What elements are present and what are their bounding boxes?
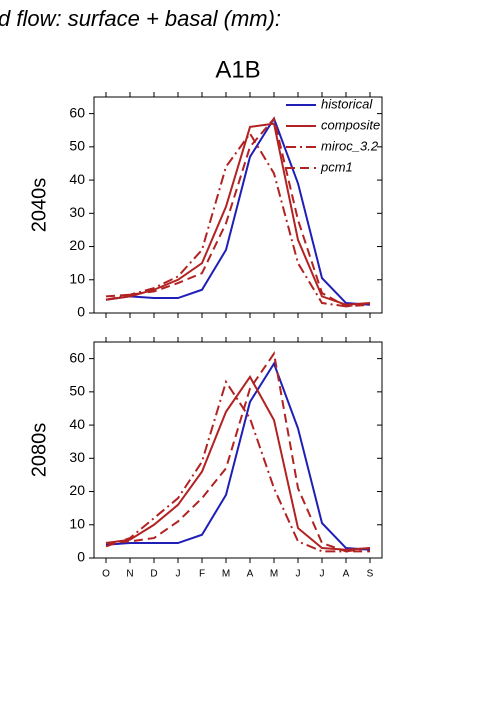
y-tick-label: 60 — [69, 104, 85, 120]
y-axis-label: 2040s — [28, 178, 50, 233]
x-tick-label: J — [320, 569, 325, 580]
x-tick-label: N — [126, 569, 133, 580]
series-line — [105, 374, 371, 551]
y-tick-label: 10 — [69, 515, 85, 531]
y-tick-label: 40 — [69, 416, 85, 432]
plot-frame — [93, 96, 383, 314]
y-tick-label: 50 — [69, 138, 85, 154]
series-line — [105, 116, 371, 308]
series-line — [105, 116, 371, 306]
series-line — [105, 351, 370, 553]
y-tick-label: 20 — [69, 482, 85, 498]
x-tick-label: J — [176, 569, 181, 580]
y-tick-label: 40 — [69, 171, 85, 187]
series-line — [105, 379, 371, 553]
plot-frame — [93, 341, 383, 559]
series-line — [105, 361, 371, 551]
series-line — [105, 122, 371, 306]
y-tick-label: 30 — [69, 204, 85, 220]
y-tick-label: 30 — [69, 449, 85, 465]
legend-label: miroc_3.2 — [321, 138, 379, 153]
x-tick-label: J — [296, 569, 301, 580]
x-tick-label: O — [102, 569, 110, 580]
x-tick-label: F — [199, 569, 205, 580]
x-tick-label: A — [247, 569, 254, 580]
x-tick-label: M — [270, 569, 278, 580]
page-title: d flow: surface + basal (mm): — [0, 6, 281, 31]
y-tick-label: 60 — [69, 349, 85, 365]
x-tick-label: M — [222, 569, 230, 580]
y-tick-label: 10 — [69, 270, 85, 286]
panel-title: A1B — [215, 56, 260, 83]
legend-label: historical — [321, 96, 373, 111]
x-tick-label: A — [343, 569, 350, 580]
y-tick-label: 20 — [69, 237, 85, 253]
x-tick-label: D — [150, 569, 157, 580]
series-line — [105, 131, 371, 308]
y-axis-label: 2080s — [28, 423, 50, 478]
y-tick-label: 50 — [69, 383, 85, 399]
legend-label: composite — [321, 117, 380, 132]
x-tick-label: S — [367, 569, 374, 580]
y-tick-label: 0 — [77, 549, 85, 565]
y-tick-label: 0 — [77, 304, 85, 320]
legend-label: pcm1 — [320, 159, 353, 174]
